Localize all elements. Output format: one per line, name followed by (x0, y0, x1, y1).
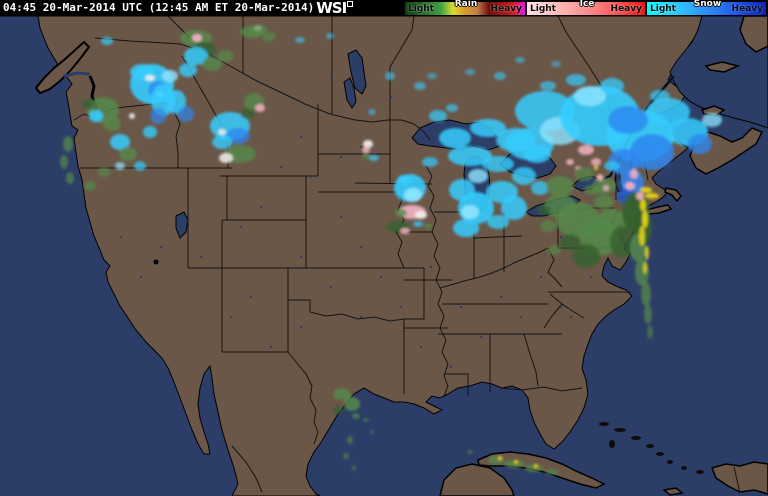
legend-snow-gradient: Light Heavy (647, 2, 766, 15)
jamaica (662, 487, 684, 496)
timestamp: 04:45 20-Mar-2014 UTC (12:45 AM ET 20-Ma… (3, 1, 315, 14)
anticosti-island (704, 61, 741, 73)
legend-snow-label: Snow (693, 0, 722, 9)
legend-rain: Rain Light Heavy (405, 0, 527, 16)
vancouver-island (34, 40, 91, 95)
bahamas (599, 422, 704, 474)
legend-ice-label: Ice (579, 0, 595, 9)
legend-snow-heavy: Heavy (731, 3, 763, 14)
legend-snow-light: Light (650, 3, 676, 14)
yucatan (439, 463, 515, 496)
hispaniola (710, 461, 768, 495)
radar-echo-overlay (60, 25, 722, 475)
legend-ice-light: Light (530, 3, 556, 14)
precip-legend: Rain Light Heavy Ice Light Heavy Snow Li… (405, 0, 768, 16)
wsi-logo: WSI (316, 0, 347, 17)
legend-ice: Ice Light Heavy (527, 0, 647, 16)
wsi-registered-mark-icon (347, 1, 354, 7)
legend-rain-light: Light (408, 3, 434, 14)
lake-winnipeg (347, 49, 367, 95)
lake-manitoba (343, 77, 357, 109)
lake-tahoe (153, 259, 159, 265)
legend-rain-gradient: Light Heavy (405, 2, 525, 15)
legend-ice-gradient: Light Heavy (527, 2, 645, 15)
legend-snow: Snow Light Heavy (647, 0, 768, 16)
legend-rain-heavy: Heavy (490, 3, 522, 14)
radar-map (0, 16, 768, 496)
map-canvas (0, 16, 768, 496)
prince-edward-island (700, 105, 726, 117)
legend-ice-heavy: Heavy (610, 3, 642, 14)
legend-rain-label: Rain (454, 0, 478, 9)
great-salt-lake (175, 211, 189, 239)
strait-juan-de-fuca (63, 71, 91, 78)
cape-cod (664, 187, 682, 203)
newfoundland (739, 16, 768, 53)
